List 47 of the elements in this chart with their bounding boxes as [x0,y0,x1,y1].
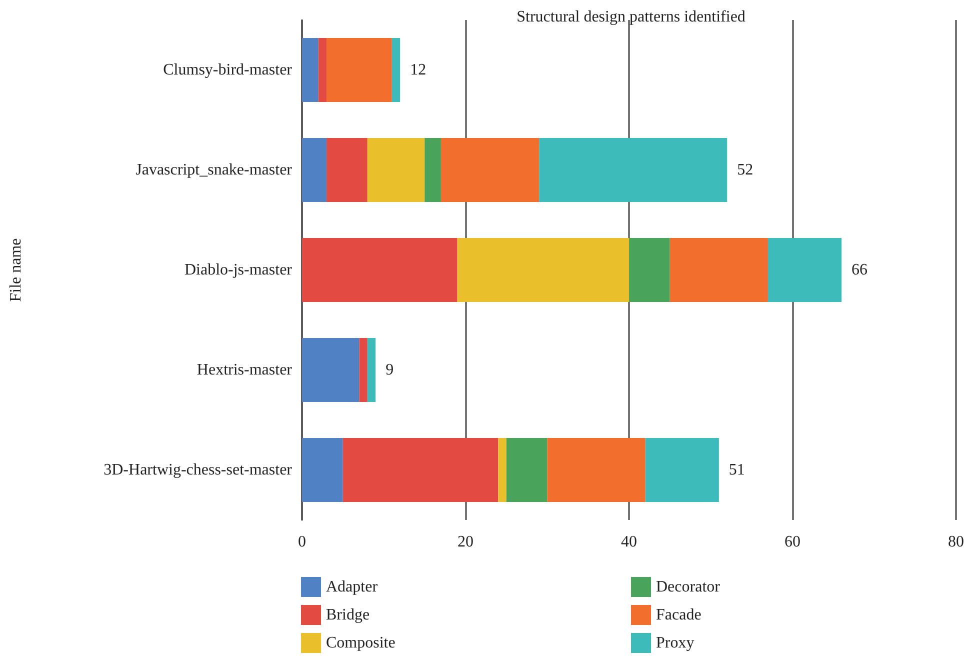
bar [318,38,327,102]
bar [645,438,719,502]
bar [302,238,458,302]
x-tick-label: 60 [784,534,800,550]
bar [359,338,368,402]
total-label: 12 [410,62,426,78]
legend-label: Adapter [326,578,378,596]
bar [629,238,670,302]
bar [302,338,360,402]
y-tick-label: Clumsy-bird-master [163,62,293,78]
bar [326,38,392,102]
bar [326,138,368,202]
bar [302,138,327,202]
x-tick-label: 0 [298,534,306,550]
bar [342,438,498,502]
bar [302,38,318,102]
bar [424,138,441,202]
bar [392,38,400,102]
bar [768,238,842,302]
y-tick-label: Diablo-js-master [184,262,293,278]
legend-label: Facade [656,606,702,624]
bar [539,138,728,202]
y-axis-title: File name [8,238,24,302]
bar [367,138,425,202]
bar [670,238,768,302]
y-tick-label: 3D-Hartwig-chess-set-master [104,462,293,478]
bar [302,438,343,502]
bar [457,238,629,302]
bar [498,438,506,502]
total-label: 51 [728,462,745,478]
legend-label: Bridge [326,606,370,624]
bar [506,438,548,502]
y-tick-label: Hextris-master [196,362,293,378]
bar [547,438,646,502]
legend-label: Composite [326,634,396,652]
total-label: 66 [852,262,868,278]
chart-title: Structural design patterns identified [516,8,746,26]
total-label: 52 [737,162,754,178]
bar [440,138,540,202]
x-tick-label: 80 [948,534,964,550]
bar [367,338,376,402]
total-label: 9 [386,362,394,378]
legend-label: Decorator [656,578,721,596]
x-tick-label: 40 [621,534,637,550]
legend-label: Proxy [656,634,694,652]
y-tick-label: Javascript_snake-master [136,162,293,178]
x-tick-label: 20 [458,534,474,550]
